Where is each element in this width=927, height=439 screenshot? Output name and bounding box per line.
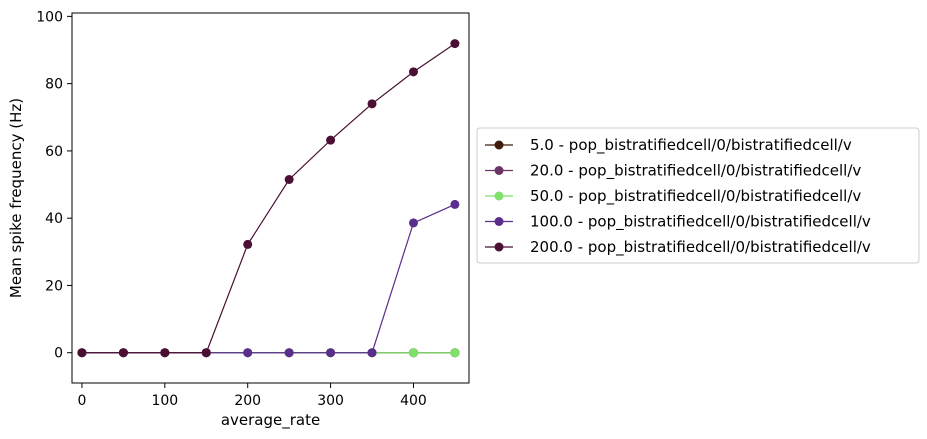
- x-tick-label: 0: [77, 393, 86, 409]
- data-point: [367, 348, 377, 358]
- legend-entry: 200.0 - pop_bistratifiedcell/0/bistratif…: [485, 238, 871, 257]
- y-tick-label: 100: [36, 9, 63, 25]
- x-tick-label: 300: [317, 393, 344, 409]
- x-tick-label: 100: [151, 393, 178, 409]
- y-tick-label: 40: [45, 211, 63, 227]
- legend-label: 100.0 - pop_bistratifiedcell/0/bistratif…: [530, 213, 871, 232]
- data-point: [408, 348, 418, 358]
- series-line: [81, 43, 456, 354]
- legend-entry: 20.0 - pop_bistratifiedcell/0/bistratifi…: [485, 162, 861, 181]
- legend-frame: [476, 127, 920, 264]
- y-tick-label: 20: [45, 278, 63, 294]
- legend-marker: [494, 217, 504, 226]
- y-axis-label: Mean spike frequency (Hz): [7, 98, 25, 298]
- legend-marker: [494, 191, 504, 201]
- data-point: [450, 39, 460, 49]
- legend: 5.0 - pop_bistratifiedcell/0/bistratifie…: [476, 127, 920, 264]
- y-tick-label: 80: [45, 77, 63, 93]
- legend-label: 50.0 - pop_bistratifiedcell/0/bistratifi…: [530, 187, 861, 206]
- legend-label: 200.0 - pop_bistratifiedcell/0/bistratif…: [530, 238, 871, 257]
- legend-marker: [494, 166, 504, 175]
- data-point: [326, 348, 336, 358]
- y-tick-label: 60: [45, 144, 63, 160]
- data-point: [408, 218, 418, 228]
- data-point: [408, 67, 418, 77]
- x-tick-label: 200: [234, 393, 261, 409]
- data-point: [326, 135, 336, 145]
- series-5: [77, 39, 460, 358]
- series-line: [81, 203, 456, 354]
- legend-entry: 50.0 - pop_bistratifiedcell/0/bistratifi…: [485, 187, 861, 206]
- x-axis-label: average_rate: [221, 411, 320, 430]
- legend-marker: [494, 140, 504, 150]
- legend-entry: 100.0 - pop_bistratifiedcell/0/bistratif…: [485, 213, 871, 232]
- data-point: [450, 348, 460, 358]
- data-point: [243, 348, 253, 358]
- data-point: [201, 348, 211, 358]
- data-point: [77, 348, 87, 358]
- axes-frame: [71, 12, 470, 384]
- data-point: [367, 99, 377, 109]
- legend-marker: [494, 242, 504, 252]
- x-axis: 0 100 200 300 400: [77, 383, 427, 409]
- legend-label: 20.0 - pop_bistratifiedcell/0/bistratifi…: [530, 162, 861, 181]
- series-4: [77, 199, 460, 358]
- plot-area: [77, 39, 460, 358]
- y-axis: 0 20 40 60 80 100: [36, 9, 72, 362]
- data-point: [284, 175, 294, 184]
- data-point: [450, 199, 460, 209]
- data-point: [284, 348, 294, 358]
- data-point: [160, 348, 170, 358]
- legend-entry: 5.0 - pop_bistratifiedcell/0/bistratifie…: [485, 136, 852, 155]
- legend-label: 5.0 - pop_bistratifiedcell/0/bistratifie…: [530, 136, 852, 155]
- x-tick-label: 400: [400, 393, 427, 409]
- y-tick-label: 0: [54, 346, 63, 362]
- data-point: [243, 239, 253, 249]
- data-point: [118, 348, 128, 358]
